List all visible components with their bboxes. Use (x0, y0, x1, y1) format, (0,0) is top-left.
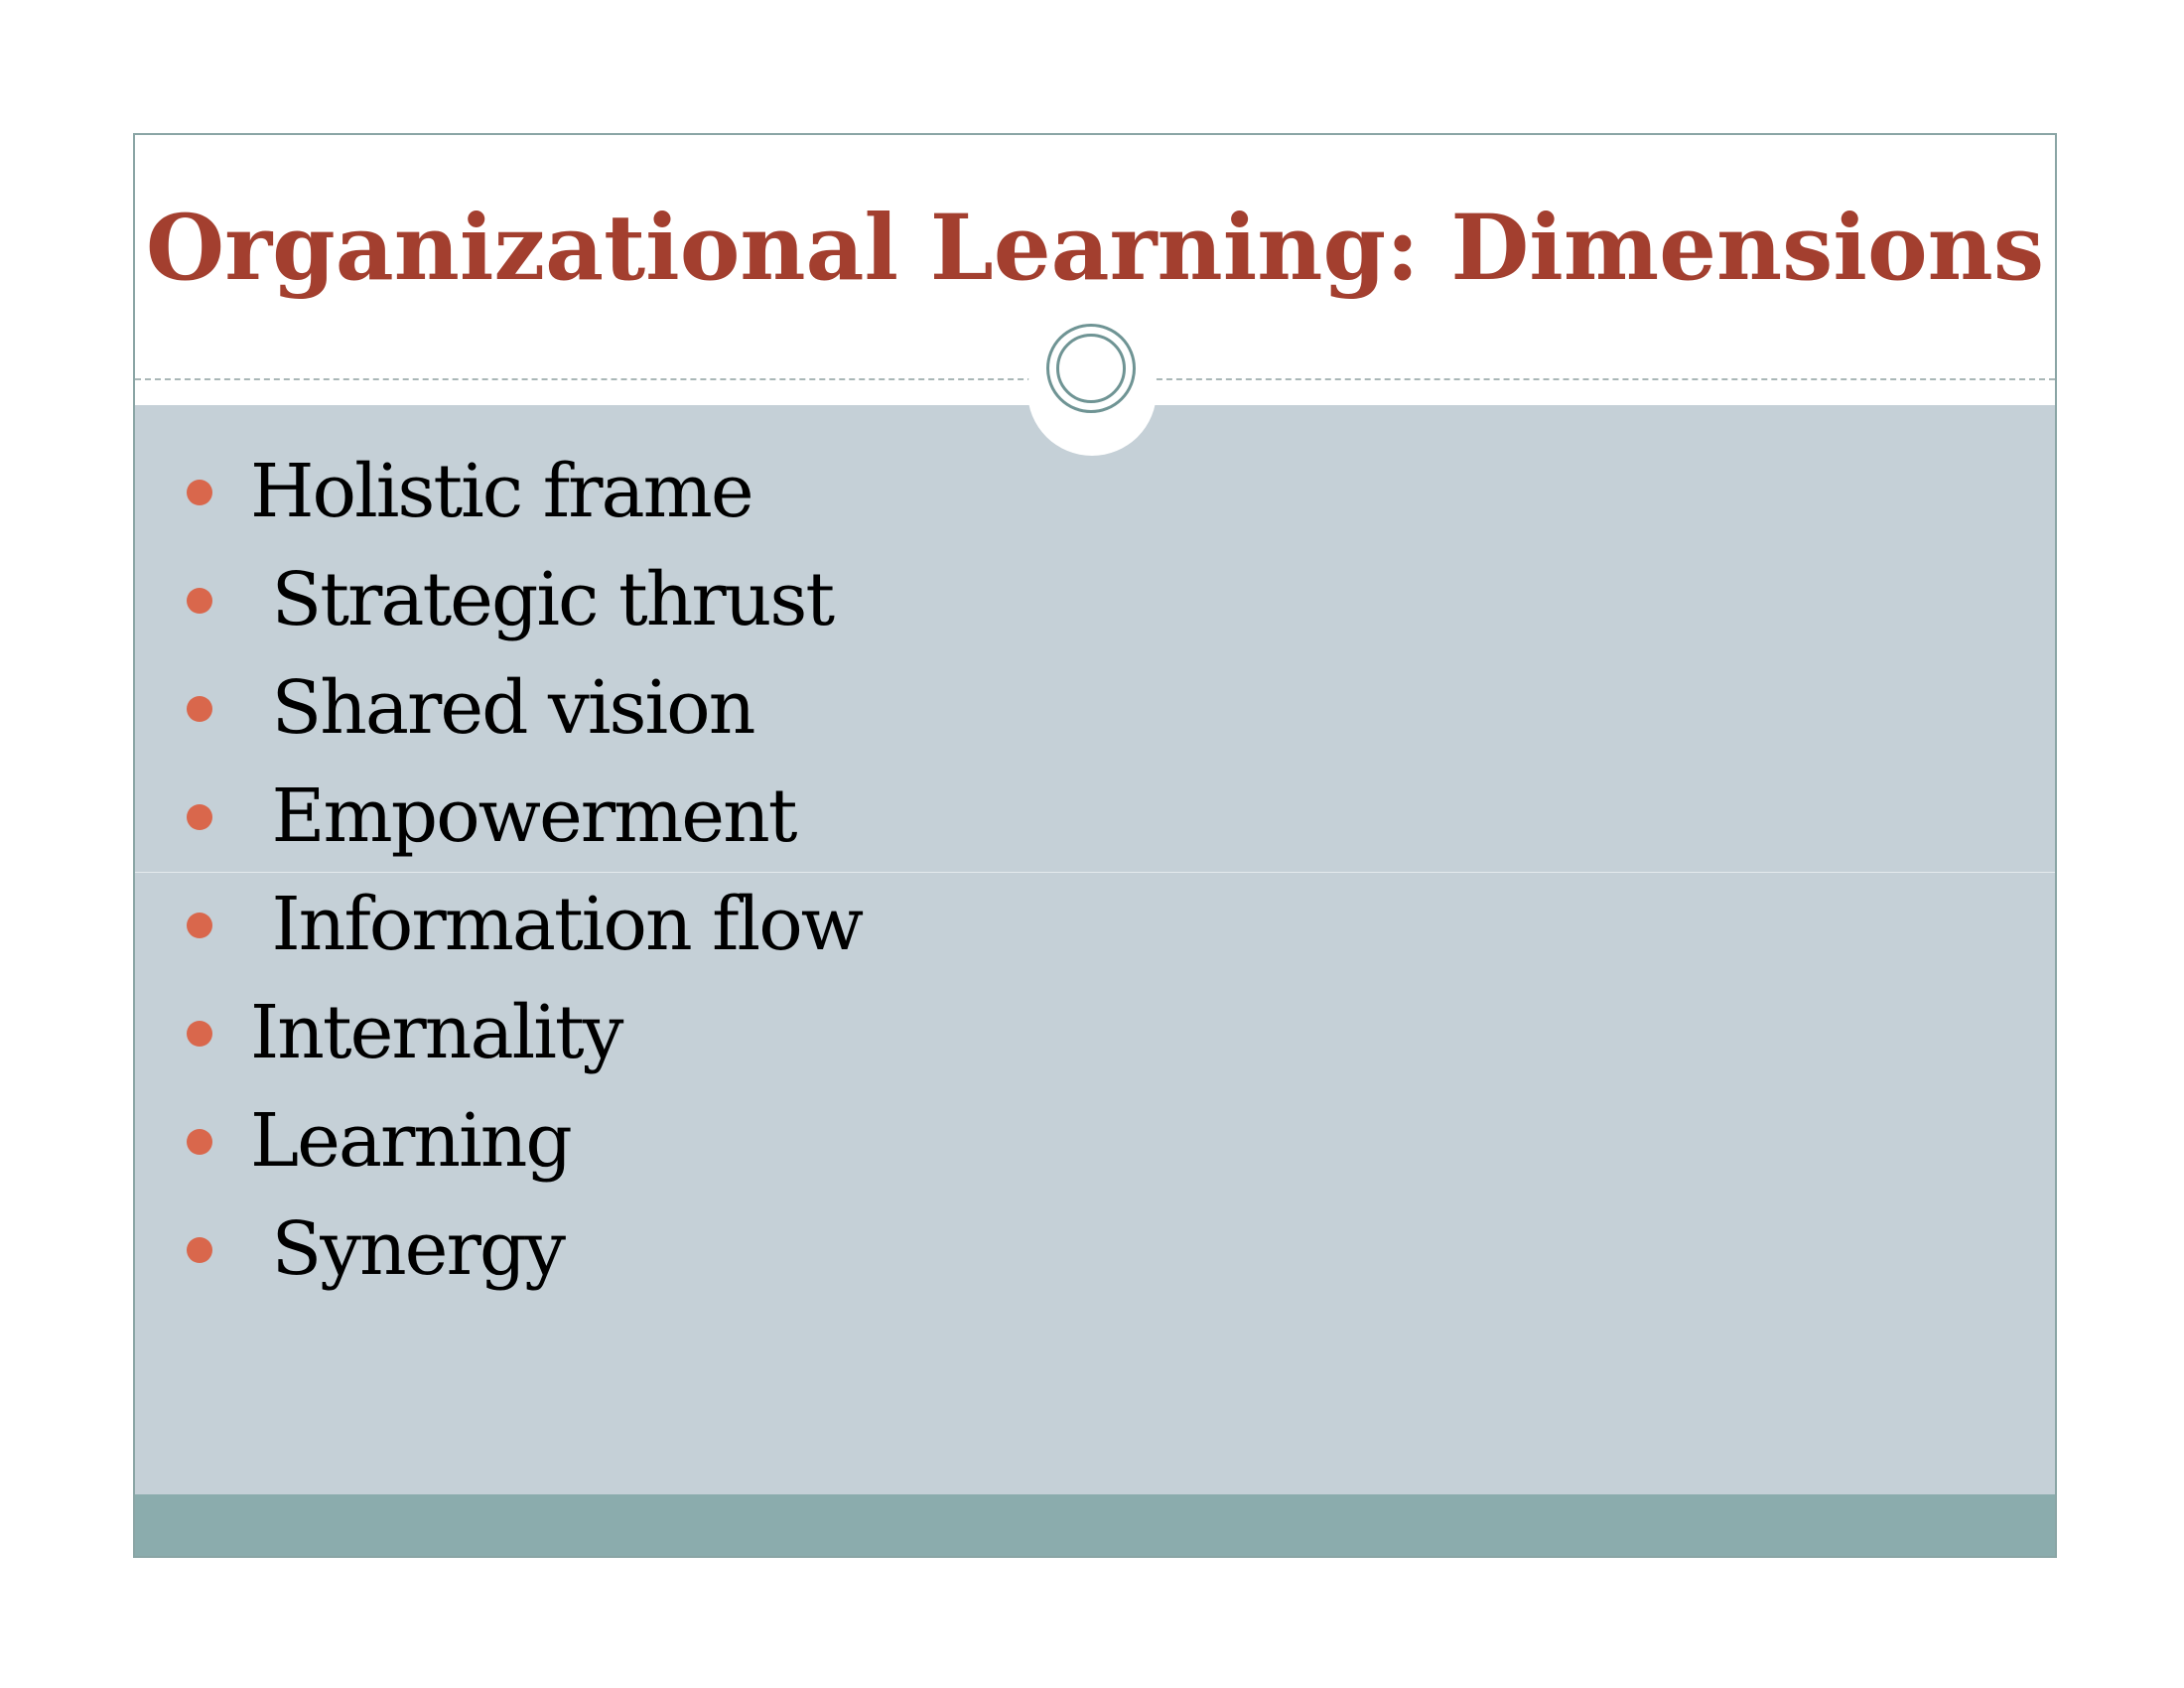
bullet-text: Internality (250, 990, 623, 1075)
list-item: Empowerment (187, 763, 797, 871)
bullet-text: Holistic frame (250, 449, 754, 534)
list-item: Synergy (187, 1196, 566, 1304)
list-item: Learning (187, 1087, 573, 1196)
dot-icon (187, 588, 212, 614)
bullet-text: Learning (250, 1098, 573, 1184)
slide: Organizational Learning: Dimensions Holi… (133, 133, 2057, 1558)
dot-icon (187, 1021, 212, 1047)
list-item: Shared vision (187, 654, 755, 763)
dot-icon (187, 480, 212, 505)
dot-icon (187, 696, 212, 722)
content-divider (135, 872, 2055, 873)
list-item: Information flow (187, 871, 864, 979)
bullet-text: Strategic thrust (250, 557, 836, 642)
bullet-text: Information flow (250, 882, 865, 967)
list-item: Strategic thrust (187, 546, 835, 654)
list-item: Holistic frame (187, 438, 754, 546)
dot-icon (187, 804, 212, 830)
bullet-text: Synergy (250, 1206, 567, 1292)
content-area (135, 405, 2055, 1494)
dot-icon (187, 913, 212, 938)
bullet-text: Shared vision (250, 665, 756, 751)
dot-icon (187, 1129, 212, 1155)
double-circle-icon (1046, 324, 1136, 413)
bullet-text: Empowerment (250, 774, 798, 859)
list-item: Internality (187, 979, 623, 1087)
dot-icon (187, 1237, 212, 1263)
ornament-inner-ring (1056, 334, 1126, 403)
bullet-list: Holistic frame Strategic thrust Shared v… (187, 438, 864, 1304)
footer-bar (135, 1494, 2055, 1556)
slide-title: Organizational Learning: Dimensions (145, 196, 2045, 301)
